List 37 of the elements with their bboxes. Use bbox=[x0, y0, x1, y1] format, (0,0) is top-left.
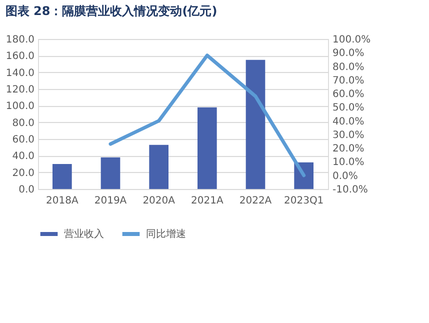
bar bbox=[52, 164, 72, 189]
y2-tick-label: 60.0% bbox=[332, 89, 364, 100]
bar bbox=[149, 144, 168, 189]
y2-tick-label: 10.0% bbox=[332, 157, 364, 168]
y-tick-label: 100.0 bbox=[6, 101, 34, 112]
y2-tick-label: 30.0% bbox=[332, 130, 364, 141]
y2-tick-label: 90.0% bbox=[332, 48, 364, 60]
y-tick-label: 0.0 bbox=[18, 184, 34, 196]
y2-tick-label: 40.0% bbox=[332, 116, 364, 128]
x-tick-label: 2022A bbox=[239, 196, 272, 206]
line-series bbox=[108, 54, 306, 178]
y-tick-label: 120.0 bbox=[6, 84, 34, 96]
y2-tick-label: 50.0% bbox=[332, 102, 364, 114]
bar bbox=[100, 157, 120, 189]
y2-tick-label: 80.0% bbox=[332, 62, 364, 73]
x-tick-label: 2020A bbox=[142, 196, 176, 206]
x-tick-label: 2019A bbox=[94, 196, 127, 206]
bar bbox=[198, 107, 217, 189]
legend-label: 同比增速 bbox=[146, 228, 186, 240]
y2-tick-label: 100.0% bbox=[332, 34, 371, 46]
y-tick-label: 140.0 bbox=[6, 68, 34, 79]
y2-tick-label: 20.0% bbox=[332, 144, 364, 155]
legend-label: 营业收入 bbox=[64, 228, 104, 240]
y2-tick-label: 0.0% bbox=[332, 170, 358, 182]
y-tick-label: 160.0 bbox=[6, 51, 34, 62]
y-tick-label: 20.0 bbox=[12, 168, 34, 179]
chart-title: 图表 28：隔膜营业收入情况变动(亿元) bbox=[5, 4, 218, 18]
y-tick-label: 80.0 bbox=[12, 118, 34, 129]
bar bbox=[246, 60, 266, 189]
y-tick-label: 180.0 bbox=[6, 34, 34, 46]
x-tick-label: 2018A bbox=[46, 196, 78, 206]
x-tick-label: 2023Q1 bbox=[284, 196, 324, 206]
y-tick-label: 60.0 bbox=[12, 134, 34, 146]
y2-tick-label: -10.0% bbox=[332, 184, 368, 196]
x-tick-label: 2021A bbox=[191, 196, 224, 206]
y-tick-label: 40.0 bbox=[12, 151, 34, 162]
y2-tick-label: 70.0% bbox=[332, 75, 364, 86]
